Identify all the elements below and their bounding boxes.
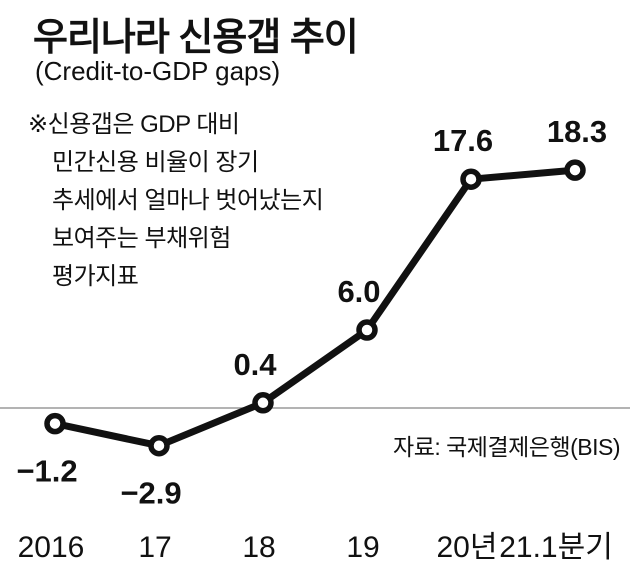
x-axis-label: 20년 [437,531,498,564]
data-point-marker [564,159,586,181]
value-label: 17.6 [433,123,493,158]
annotation-line: ※신용갭은 GDP 대비 [28,111,240,138]
x-axis-label: 18 [242,531,275,564]
chart-title: 우리나라 신용갭 추이 [33,17,359,59]
annotation-line: 평가지표 [52,263,139,290]
x-axis-label: 17 [138,531,171,564]
value-label: 0.4 [233,347,277,382]
data-point-marker [44,412,66,435]
credit-gap-line [51,166,579,450]
chart-subtitle: (Credit-to-GDP gaps) [35,56,281,86]
x-axis-label: 19 [346,531,379,564]
value-label: 18.3 [547,114,607,149]
annotation-line: 추세에서 얼마나 벗어났는지 [52,187,324,214]
annotation-line: 보여주는 부채위험 [52,225,231,252]
data-point-marker [356,319,378,341]
data-point-marker [252,392,274,414]
source-label: 자료: 국제결제은행(BIS) [393,434,620,460]
x-axis-label: 2016 [18,531,85,564]
value-label: −1.2 [16,454,77,489]
data-point-marker [148,434,170,457]
data-point-marker [460,168,482,190]
value-label: 6.0 [337,274,380,309]
annotation-line: 민간신용 비율이 장기 [52,149,259,176]
x-axis-label: 21.1분기 [499,531,613,564]
value-label: −2.9 [120,476,181,511]
annotation-note: ※신용갭은 GDP 대비 민간신용 비율이 장기 추세에서 얼마나 벗어났는지 … [28,106,324,296]
